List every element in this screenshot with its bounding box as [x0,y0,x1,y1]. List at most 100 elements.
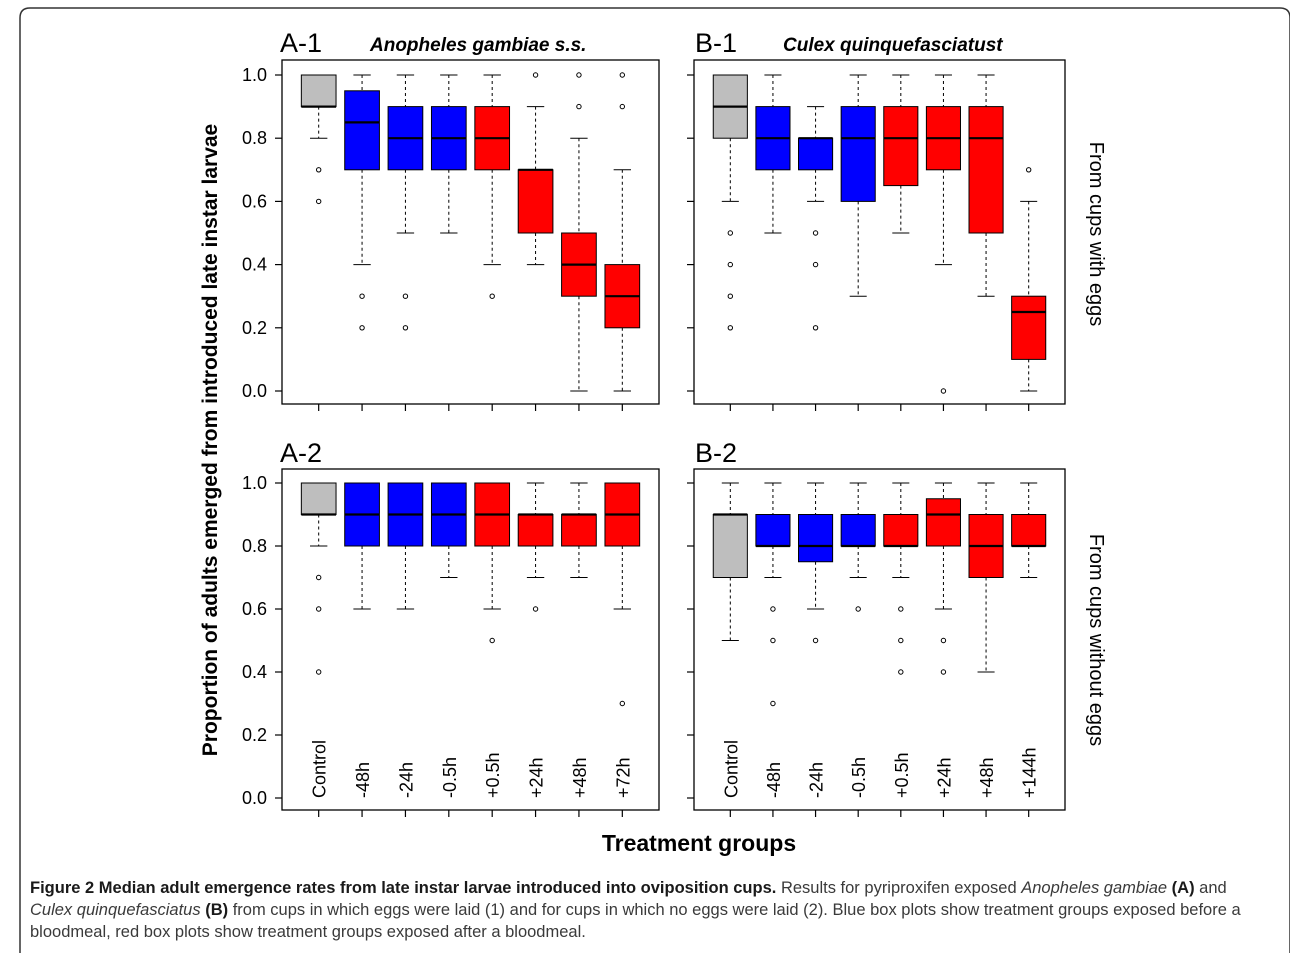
box--48h: -48h [344,482,380,817]
y-axis-label: Proportion of adults emerged from introd… [199,124,222,756]
outlier-point [532,606,539,612]
box-+48h: +48h [968,482,1004,817]
box-+0.5h: +0.5h [883,482,919,817]
y-tick-label: 0.8 [242,536,267,556]
box-+72h [604,72,641,411]
box-body [883,106,919,187]
box-body [755,514,791,547]
outlier-point [940,669,947,675]
box-body [883,514,919,547]
figure-caption: Figure 2 Median adult emergence rates fr… [30,877,1270,943]
box-+24h [925,74,961,411]
box-body [798,137,834,171]
outlier-point [727,325,734,331]
outlier-point [898,606,904,612]
category-label: +0.5h [892,752,912,798]
panel-id-label: A-2 [280,438,322,468]
outlier-point [898,637,904,644]
outlier-point [489,637,495,644]
caption-species-2: Culex quinquefasciatus [30,901,201,919]
box-+48h: +48h [561,482,597,817]
category-label: +0.5h [483,752,503,798]
y-tick-label: 1.0 [242,65,267,85]
box-body [798,514,834,563]
outlier-point [812,637,819,644]
y-tick-label: 0.4 [242,255,267,275]
box-+24h [517,72,554,411]
outlier-point [727,230,734,236]
caption-ref-b: (B) [200,901,229,919]
category-label: -48h [353,762,373,798]
box-+24h: +24h [517,482,554,817]
y-tick-label: 0.2 [242,725,267,745]
outlier-point [402,293,409,299]
outlier-point [489,293,495,299]
outlier-point [898,669,904,675]
outlier-point [359,325,365,331]
panel-id-label: A-1 [280,28,322,58]
box-+0.5h [474,74,511,411]
row-label-with-eggs: From cups with eggs [1085,142,1107,327]
box-body [517,169,554,234]
outlier-point [359,293,365,299]
caption-figure-label: Figure 2 [30,879,95,897]
y-tick-label: 0.0 [242,788,267,808]
outlier-point [1025,167,1032,173]
box-body [1011,514,1047,547]
box-Control [712,74,748,411]
box-body [517,514,554,547]
panel-title: Culex quinquefasciatust [783,35,1003,56]
outlier-point [727,293,734,299]
plot-frame [693,468,1066,811]
box--48h: -48h [755,482,791,817]
box-body [300,482,337,515]
caption-ref-a: (A) [1167,879,1195,897]
outlier-point [940,637,947,644]
outlier-point [812,230,819,236]
panel-b-1: B-1 Culex quinquefasciatust [687,28,1066,411]
outlier-point [576,103,582,110]
box-Control: Control [300,482,337,817]
outlier-point [315,167,322,173]
box-body [968,106,1004,234]
category-label: -24h [396,762,416,798]
box--48h [755,74,791,411]
box-body [712,514,748,578]
category-label: +48h [977,757,997,798]
outlier-point [812,261,819,268]
outlier-point [315,198,322,205]
y-tick-label: 0.0 [242,381,267,401]
caption-text-1: Results for pyriproxifen exposed [776,879,1022,897]
y-tick-label: 0.6 [242,599,267,619]
plot-frame [693,59,1066,405]
outlier-point [940,388,947,394]
outlier-point [576,72,582,78]
y-tick-label: 0.8 [242,128,267,148]
outlier-point [402,325,409,331]
category-label: +24h [934,757,954,798]
category-label: -24h [807,762,827,798]
box-+72h: +72h [604,482,641,817]
category-label: Control [310,740,330,798]
panel-title: Anopheles gambiae s.s. [369,35,586,56]
y-tick-label: 0.4 [242,662,267,682]
box-+48h [561,72,597,411]
category-label: +24h [527,757,547,798]
box--24h: -24h [387,482,424,817]
box-body [300,74,337,108]
panel-b-2: B-2 Control -48h -24h -0.5h +0.5h +24h +48h +144… [687,438,1066,817]
panels-layer: A-1 Anopheles gambiae s.s. 0.0 0.2 0.4 0.6 0.8… [242,28,1066,817]
panel-a-2: A-2 0.0 0.2 0.4 0.6 0.8 1.0 Control -48h -24h -0.5… [242,438,660,817]
box-body [561,514,597,547]
outlier-point [727,261,734,268]
outlier-point [770,606,776,612]
box--24h [387,74,424,411]
caption-title: Median adult emergence rates from late i… [98,879,777,897]
box-+24h: +24h [925,482,961,817]
outlier-point [619,700,626,707]
category-label: -0.5h [440,757,460,798]
category-label: Control [721,740,741,798]
panel-id-label: B-2 [695,438,737,468]
